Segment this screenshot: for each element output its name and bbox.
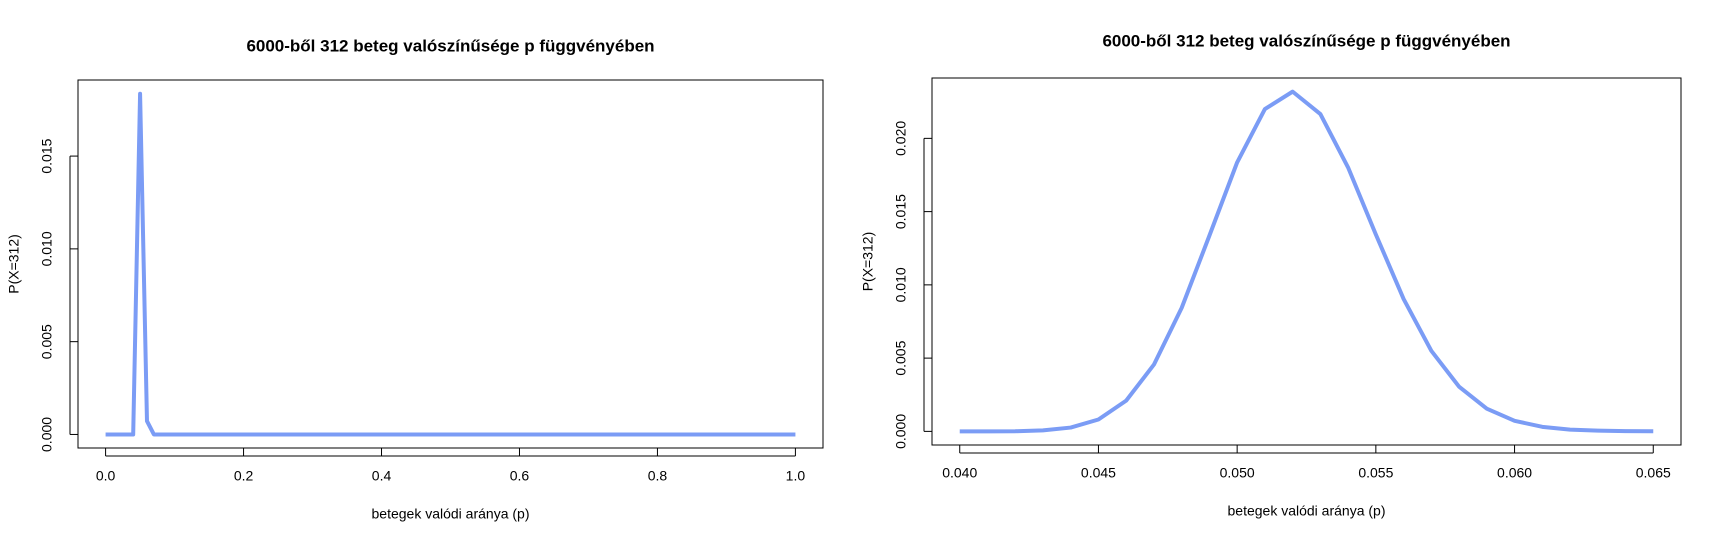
x-tick-label: 0.6 <box>510 468 530 484</box>
y-tick-label: 0.015 <box>893 194 909 229</box>
plot-frame <box>931 77 1682 446</box>
y-tick-label: 0.000 <box>39 417 55 452</box>
x-tick-label: 0.050 <box>1220 465 1255 481</box>
y-tick-label: 0.015 <box>39 138 55 173</box>
x-tick-label: 1.0 <box>786 468 806 484</box>
plot-frame <box>77 79 824 449</box>
y-tick-label: 0.005 <box>893 340 909 375</box>
data-line <box>105 91 796 437</box>
y-tick-label: 0.010 <box>39 231 55 266</box>
x-tick-label: 0.065 <box>1636 465 1671 481</box>
y-tick-label: 0.000 <box>893 414 909 449</box>
x-tick-label: 0.4 <box>372 468 392 484</box>
x-tick-label: 0.2 <box>234 468 254 484</box>
y-axis-label: P(X=312) <box>6 234 22 294</box>
x-axis-label: betegek valódi aránya (p) <box>372 506 530 522</box>
x-tick-label: 0.045 <box>1081 465 1116 481</box>
y-tick-label: 0.005 <box>39 324 55 359</box>
x-tick-label: 0.060 <box>1497 465 1532 481</box>
x-tick-label: 0.055 <box>1358 465 1393 481</box>
chart-title: 6000-ből 312 beteg valószínűsége p függv… <box>1102 31 1510 50</box>
x-tick-label: 0.040 <box>942 465 977 481</box>
data-line <box>959 89 1654 434</box>
y-axis-label: P(X=312) <box>860 232 876 292</box>
y-tick-label: 0.010 <box>893 267 909 302</box>
y-tick-label: 0.020 <box>893 121 909 156</box>
x-axis-label: betegek valódi aránya (p) <box>1228 503 1386 519</box>
chart-title: 6000-ből 312 beteg valószínűsége p függv… <box>246 36 654 55</box>
x-tick-label: 0.8 <box>648 468 668 484</box>
x-tick-label: 0.0 <box>96 468 116 484</box>
